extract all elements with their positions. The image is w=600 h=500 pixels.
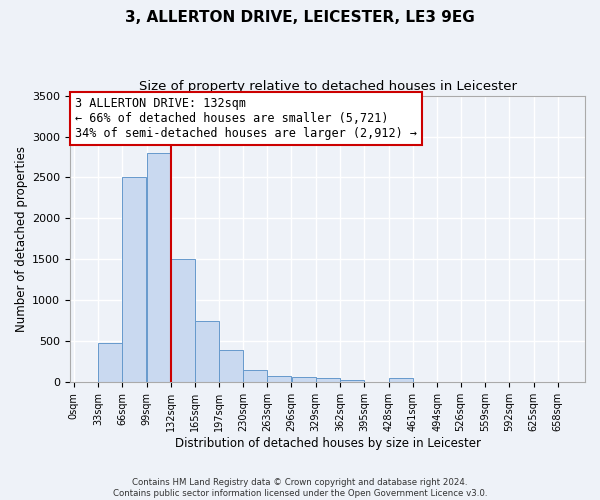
Text: Contains HM Land Registry data © Crown copyright and database right 2024.
Contai: Contains HM Land Registry data © Crown c…: [113, 478, 487, 498]
X-axis label: Distribution of detached houses by size in Leicester: Distribution of detached houses by size …: [175, 437, 481, 450]
Bar: [146, 153, 170, 382]
Bar: [219, 350, 243, 382]
Bar: [316, 378, 340, 382]
Y-axis label: Number of detached properties: Number of detached properties: [15, 146, 28, 332]
Bar: [98, 343, 122, 382]
Text: 3, ALLERTON DRIVE, LEICESTER, LE3 9EG: 3, ALLERTON DRIVE, LEICESTER, LE3 9EG: [125, 10, 475, 25]
Bar: [171, 260, 195, 382]
Bar: [389, 378, 413, 382]
Bar: [292, 378, 316, 382]
Title: Size of property relative to detached houses in Leicester: Size of property relative to detached ho…: [139, 80, 517, 93]
Bar: [267, 376, 292, 382]
Text: 3 ALLERTON DRIVE: 132sqm
← 66% of detached houses are smaller (5,721)
34% of sem: 3 ALLERTON DRIVE: 132sqm ← 66% of detach…: [75, 97, 417, 140]
Bar: [243, 370, 267, 382]
Bar: [122, 178, 146, 382]
Bar: [340, 380, 364, 382]
Bar: [195, 321, 219, 382]
